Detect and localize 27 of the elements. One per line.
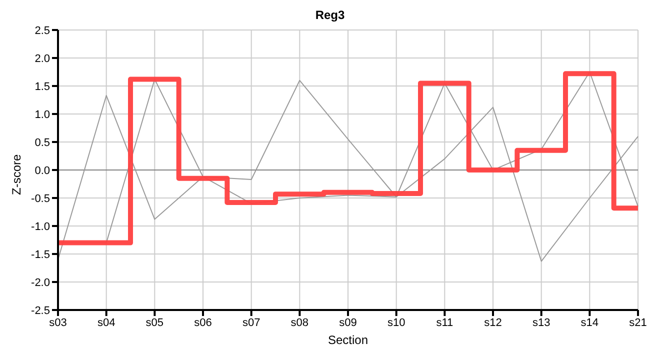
y-tick-label: -0.5 xyxy=(31,192,50,205)
y-axis-title: Z-score xyxy=(9,154,24,195)
y-tick-label: 0.5 xyxy=(34,136,50,149)
x-tick-label: s04 xyxy=(97,316,116,329)
y-tick-label: -1.5 xyxy=(31,248,50,261)
x-tick-label: s03 xyxy=(49,316,67,329)
x-tick-label: s07 xyxy=(242,316,260,329)
x-tick-label: s05 xyxy=(146,316,164,329)
y-tick-label: 1.0 xyxy=(34,108,50,121)
y-tick-label: 0.0 xyxy=(34,164,50,177)
x-tick-label: s13 xyxy=(532,316,550,329)
x-tick-label: s06 xyxy=(194,316,212,329)
y-tick-label: 1.5 xyxy=(34,80,50,93)
x-axis-title: Section xyxy=(328,333,368,347)
y-tick-label: -1.0 xyxy=(31,220,50,233)
x-tick-label: s14 xyxy=(580,316,599,329)
x-tick-label: s08 xyxy=(290,316,309,329)
y-tick-label: -2.5 xyxy=(31,304,50,317)
x-tick-label: s10 xyxy=(387,316,406,329)
y-tick-label: 2.5 xyxy=(34,24,50,37)
y-tick-label: 2.0 xyxy=(34,52,50,65)
x-tick-label: s12 xyxy=(484,316,502,329)
chart-title: Reg3 xyxy=(314,8,346,24)
y-tick-label: -2.0 xyxy=(31,276,50,289)
x-tick-label: s09 xyxy=(339,316,357,329)
x-tick-label: s21 xyxy=(629,316,647,329)
x-tick-label: s11 xyxy=(436,316,454,329)
